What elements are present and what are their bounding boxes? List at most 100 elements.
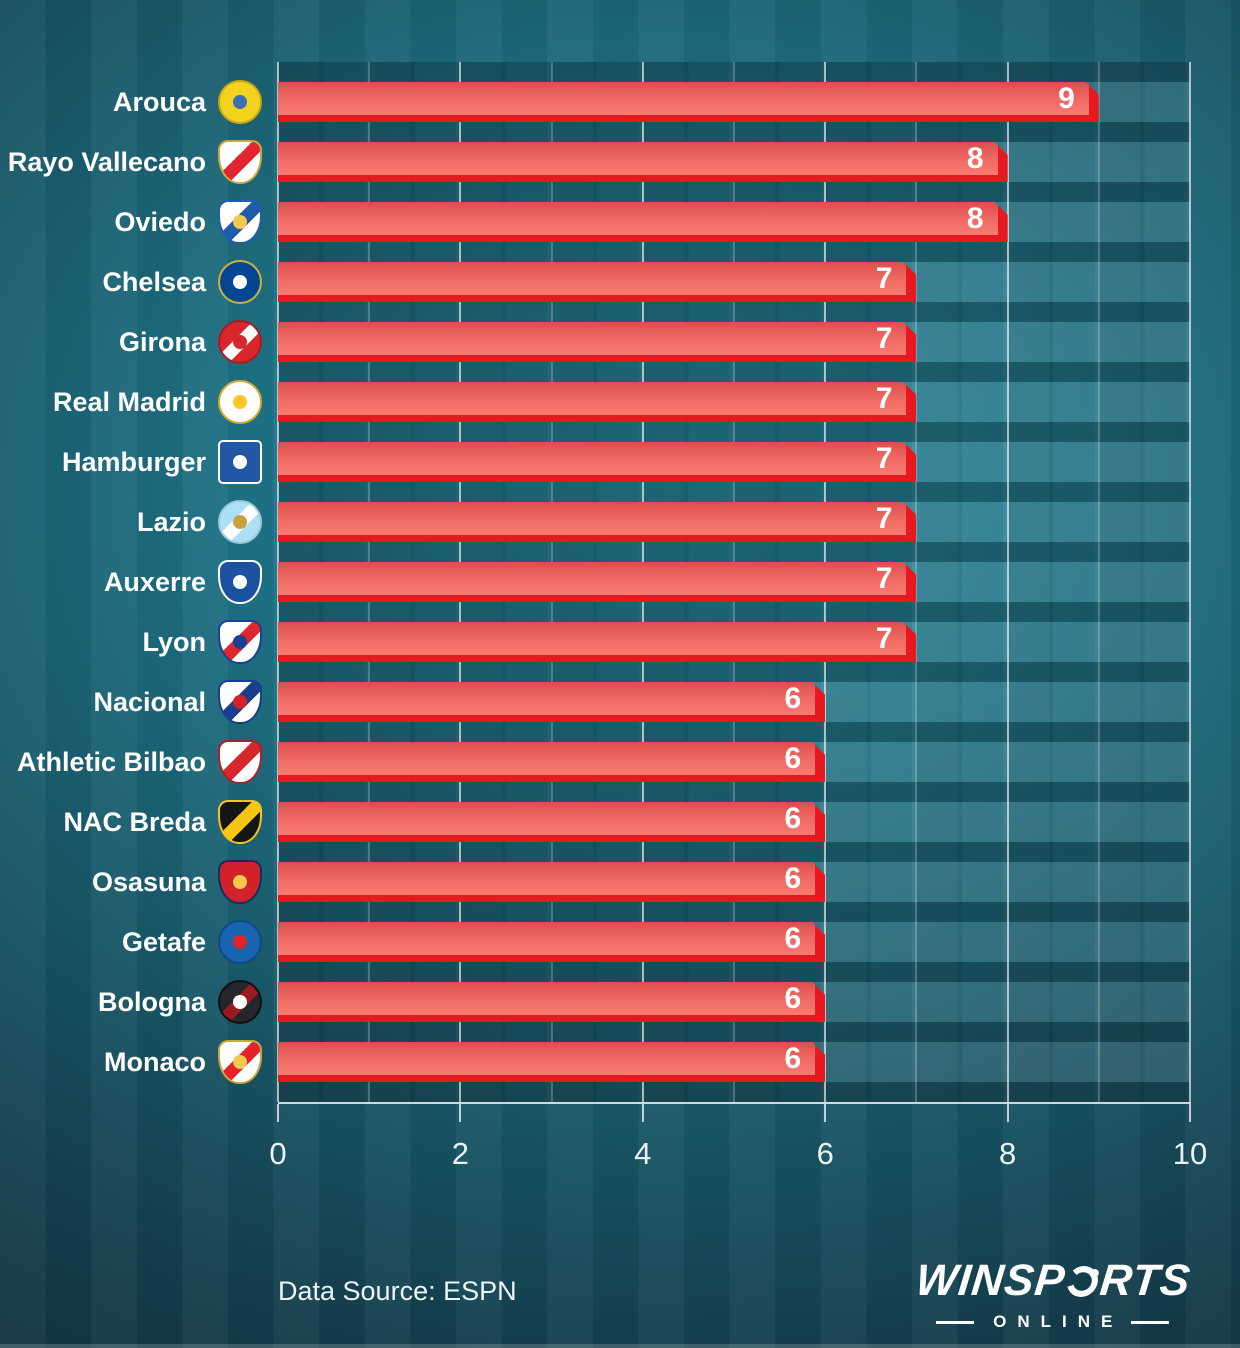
- bar-athletic-bilbao: 6: [278, 742, 825, 782]
- crest-shape: [218, 80, 262, 124]
- bar-chelsea: 7: [278, 262, 916, 302]
- bar-auxerre: 7: [278, 562, 916, 602]
- bar-value-label: 7: [875, 562, 893, 595]
- auxerre-crest-icon: [218, 560, 262, 604]
- right-dash-decoration: [1131, 1320, 1170, 1324]
- brand-subline: ONLINE: [916, 1312, 1190, 1332]
- crest-shape: [218, 860, 262, 904]
- bar-real-madrid: 7: [278, 382, 916, 422]
- gridline-7: [915, 62, 918, 1102]
- crest-shape: [218, 440, 262, 484]
- bar-value-label: 7: [875, 622, 893, 655]
- crest-shape: [218, 560, 262, 604]
- crest-shape: [218, 800, 262, 844]
- bar-value-label: 7: [875, 502, 893, 535]
- lyon-crest-icon: [218, 620, 262, 664]
- crest-shape: [218, 140, 262, 184]
- axis-tick-label-0: 0: [269, 1136, 287, 1171]
- real-madrid-crest-icon: [218, 380, 262, 424]
- crest-shape: [218, 1040, 262, 1084]
- bar-value-label: 6: [784, 682, 802, 715]
- arouca-crest-icon: [218, 80, 262, 124]
- gridline-8: [1006, 62, 1009, 1102]
- team-label-arouca: Arouca: [112, 87, 206, 117]
- team-row-getafe: Getafe 6: [0, 902, 1240, 964]
- axis-tick-6: [824, 1104, 827, 1122]
- bar-getafe: 6: [278, 922, 825, 962]
- bar-lazio: 7: [278, 502, 916, 542]
- axis-tick-label-4: 4: [634, 1136, 652, 1171]
- hamburger-crest-icon: [218, 440, 262, 484]
- crest-shape: [218, 260, 262, 304]
- team-label-bologna: Bologna: [98, 987, 206, 1017]
- getafe-crest-icon: [218, 920, 262, 964]
- bar-value-label: 6: [784, 1042, 802, 1075]
- osasuna-crest-icon: [218, 860, 262, 904]
- x-axis-line: [278, 1102, 1191, 1104]
- chelsea-crest-icon: [218, 260, 262, 304]
- team-label-lyon: Lyon: [142, 627, 207, 657]
- team-label-getafe: Getafe: [121, 927, 206, 957]
- bar-value-label: 6: [784, 982, 802, 1015]
- brand-text-right: RTS: [1097, 1256, 1193, 1305]
- gridline-10: [1189, 62, 1191, 1102]
- winsports-online-logo: WINSP RTS ONLINE: [913, 1256, 1193, 1332]
- crest-shape: [218, 920, 262, 964]
- team-label-hamburger: Hamburger: [61, 447, 206, 477]
- axis-tick-0: [277, 1104, 279, 1122]
- crest-shape: [218, 740, 262, 784]
- bologna-crest-icon: [218, 980, 262, 1024]
- bar-value-label: 7: [875, 262, 893, 295]
- axis-tick-label-6: 6: [816, 1136, 834, 1171]
- team-label-nacional: Nacional: [93, 687, 206, 717]
- team-label-nac-breda: NAC Breda: [63, 807, 206, 837]
- bar-rayo-vallecano: 8: [278, 142, 1008, 182]
- team-label-auxerre: Auxerre: [103, 567, 206, 597]
- bar-osasuna: 6: [278, 862, 825, 902]
- bar-value-label: 6: [784, 922, 802, 955]
- team-label-osasuna: Osasuna: [91, 867, 206, 897]
- data-source-note: Data Source: ESPN: [278, 1276, 517, 1306]
- crest-shape: [218, 620, 262, 664]
- team-row-real-madrid: Real Madrid 7: [0, 362, 1240, 424]
- axis-tick-label-10: 10: [1172, 1136, 1208, 1171]
- team-row-lazio: Lazio 7: [0, 482, 1240, 544]
- nacional-crest-icon: [218, 680, 262, 724]
- team-row-oviedo: Oviedo 8: [0, 182, 1240, 244]
- girona-crest-icon: [218, 320, 262, 364]
- axis-tick-8: [1006, 1104, 1009, 1122]
- team-row-auxerre: Auxerre 7: [0, 542, 1240, 604]
- bar-value-label: 9: [1058, 82, 1075, 115]
- team-row-monaco: Monaco 6: [0, 1022, 1240, 1084]
- team-row-athletic-bilbao: Athletic Bilbao 6: [0, 722, 1240, 784]
- team-row-rayo-vallecano: Rayo Vallecano 8: [0, 122, 1240, 184]
- bar-bologna: 6: [278, 982, 825, 1022]
- team-label-athletic-bilbao: Athletic Bilbao: [16, 747, 206, 777]
- axis-tick-2: [459, 1104, 462, 1122]
- bar-nac-breda: 6: [278, 802, 825, 842]
- crest-shape: [218, 980, 262, 1024]
- team-label-chelsea: Chelsea: [102, 267, 206, 297]
- brand-sub-text: ONLINE: [993, 1312, 1124, 1331]
- team-row-nac-breda: NAC Breda 6: [0, 782, 1240, 844]
- team-row-girona: Girona 7: [0, 302, 1240, 364]
- team-label-lazio: Lazio: [136, 507, 206, 537]
- bar-value-label: 8: [966, 142, 984, 175]
- bar-hamburger: 7: [278, 442, 916, 482]
- oviedo-crest-icon: [218, 200, 262, 244]
- bar-oviedo: 8: [278, 202, 1008, 242]
- axis-tick-label-8: 8: [998, 1136, 1017, 1171]
- athletic-bilbao-crest-icon: [218, 740, 262, 784]
- bar-value-label: 6: [784, 862, 802, 895]
- team-row-chelsea: Chelsea 7: [0, 242, 1240, 304]
- brand-wordmark: WINSP RTS: [913, 1256, 1193, 1306]
- bar-nacional: 6: [278, 682, 825, 722]
- axis-tick-label-2: 2: [451, 1136, 470, 1171]
- monaco-crest-icon: [218, 1040, 262, 1084]
- rayo-vallecano-crest-icon: [218, 140, 262, 184]
- bar-value-label: 6: [784, 742, 802, 775]
- bottom-edge-highlight: [0, 1344, 1240, 1348]
- bar-lyon: 7: [278, 622, 916, 662]
- team-label-monaco: Monaco: [103, 1047, 206, 1077]
- crest-shape: [218, 500, 262, 544]
